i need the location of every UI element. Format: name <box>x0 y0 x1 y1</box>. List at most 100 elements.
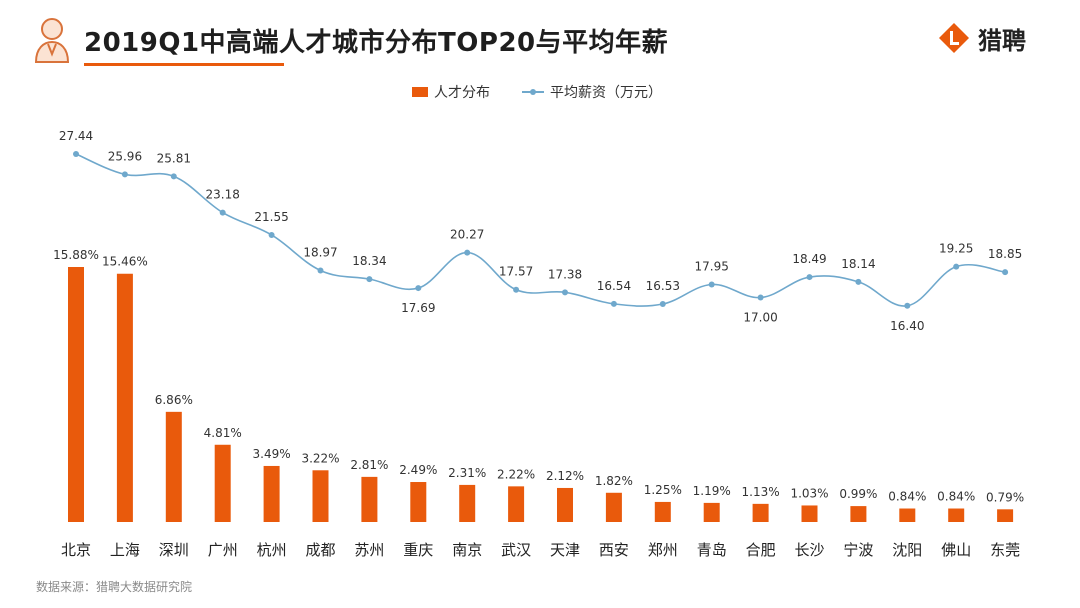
bar-9 <box>459 484 476 522</box>
category-label: 杭州 <box>257 541 287 559</box>
category-label: 北京 <box>61 541 91 559</box>
bar-6 <box>312 470 329 522</box>
salary-point-9 <box>464 249 471 256</box>
salary-point-20 <box>1002 269 1009 276</box>
data-source: 数据来源：猎聘大数据研究院 <box>36 580 193 594</box>
salary-point-6 <box>317 267 324 274</box>
category-label: 苏州 <box>354 541 384 559</box>
salary-point-13 <box>659 301 666 308</box>
bar-3 <box>165 411 182 522</box>
salary-point-19 <box>953 263 960 270</box>
bar-value-label: 2.22% <box>497 467 535 481</box>
salary-point-15 <box>757 294 764 301</box>
salary-point-17 <box>855 278 862 285</box>
bar-value-label: 2.12% <box>546 469 584 483</box>
bar-value-label: 1.13% <box>742 485 780 499</box>
category-label: 广州 <box>208 541 238 559</box>
chart-legend: 人才分布 平均薪资（万元） <box>0 82 1080 104</box>
salary-value-label: 18.49 <box>792 252 826 266</box>
bar-value-label: 3.49% <box>253 447 291 461</box>
bar-20 <box>997 509 1014 522</box>
salary-point-3 <box>170 173 177 180</box>
salary-value-label: 17.95 <box>695 259 729 273</box>
category-label: 天津 <box>550 541 580 559</box>
bar-10 <box>508 486 525 522</box>
bar-value-label: 1.03% <box>790 486 828 500</box>
salary-value-label: 17.00 <box>743 311 777 325</box>
bar-7 <box>361 476 378 522</box>
salary-value-label: 18.97 <box>303 245 337 259</box>
salary-point-4 <box>219 209 226 216</box>
category-label: 郑州 <box>648 541 678 559</box>
salary-value-label: 17.69 <box>401 301 435 315</box>
bar-14 <box>703 502 720 522</box>
bar-5 <box>263 465 280 522</box>
salary-value-label: 27.44 <box>59 129 93 143</box>
category-label: 宁波 <box>843 541 873 559</box>
salary-value-label: 25.81 <box>157 151 191 165</box>
category-label: 重庆 <box>403 541 433 559</box>
bar-value-label: 1.82% <box>595 474 633 488</box>
salary-value-label: 19.25 <box>939 242 973 256</box>
salary-line <box>75 153 1006 307</box>
category-label: 佛山 <box>941 541 971 559</box>
category-label: 西安 <box>599 541 629 559</box>
category-label: 青岛 <box>697 541 727 559</box>
legend-bar-swatch <box>412 87 428 97</box>
salary-value-label: 16.53 <box>646 279 680 293</box>
salary-value-label: 21.55 <box>254 210 288 224</box>
liepin-logo-icon <box>939 23 969 53</box>
bar-value-label: 6.86% <box>155 393 193 407</box>
bar-19 <box>948 508 965 522</box>
bar-value-label: 15.88% <box>53 248 99 262</box>
salary-point-8 <box>415 285 422 292</box>
bar-value-label: 0.79% <box>986 490 1024 504</box>
logo-text: 猎聘 <box>978 26 1026 55</box>
category-label: 合肥 <box>746 541 776 559</box>
bar-value-label: 3.22% <box>301 451 339 465</box>
category-label: 南京 <box>452 541 482 559</box>
category-label: 深圳 <box>159 541 189 559</box>
category-label: 长沙 <box>794 541 824 559</box>
category-label: 成都 <box>305 541 335 559</box>
salary-value-label: 16.54 <box>597 279 631 293</box>
legend-bar-label: 人才分布 <box>434 85 490 101</box>
bar-8 <box>410 482 427 522</box>
bar-value-label: 2.31% <box>448 466 486 480</box>
bar-2 <box>116 273 133 522</box>
salary-value-label: 17.38 <box>548 267 582 281</box>
salary-point-18 <box>904 302 911 309</box>
legend-item-bars: 人才分布 <box>412 82 490 102</box>
salary-point-2 <box>121 171 128 178</box>
salary-point-14 <box>708 281 715 288</box>
title-underline <box>84 63 284 66</box>
bar-12 <box>605 492 622 522</box>
bar-value-label: 2.49% <box>399 463 437 477</box>
category-label: 沈阳 <box>892 541 922 559</box>
salary-point-1 <box>73 151 79 157</box>
salary-value-label: 25.96 <box>108 149 142 163</box>
salary-point-16 <box>806 274 813 281</box>
salary-value-label: 23.18 <box>206 188 240 202</box>
salary-value-label: 18.85 <box>988 247 1022 261</box>
bar-16 <box>801 505 818 522</box>
bar-1 <box>68 267 84 522</box>
salary-point-10 <box>513 286 520 293</box>
legend-item-line: 平均薪资（万元） <box>522 82 662 102</box>
bar-13 <box>654 501 671 522</box>
bar-value-label: 1.19% <box>693 484 731 498</box>
salary-point-5 <box>268 231 275 238</box>
category-label: 武汉 <box>501 541 531 559</box>
header: 2019Q1中高端人才城市分布TOP20与平均年薪 猎聘 <box>0 0 1080 80</box>
salary-value-label: 17.57 <box>499 265 533 279</box>
bar-4 <box>214 444 231 522</box>
talent-avatar-icon <box>34 18 70 63</box>
salary-point-11 <box>562 289 568 296</box>
bar-17 <box>850 506 867 522</box>
salary-value-label: 16.40 <box>890 319 924 333</box>
liepin-logo: 猎聘 <box>938 20 1026 56</box>
salary-point-12 <box>610 300 617 307</box>
bar-value-label: 4.81% <box>204 426 242 440</box>
legend-line-swatch <box>522 87 544 97</box>
